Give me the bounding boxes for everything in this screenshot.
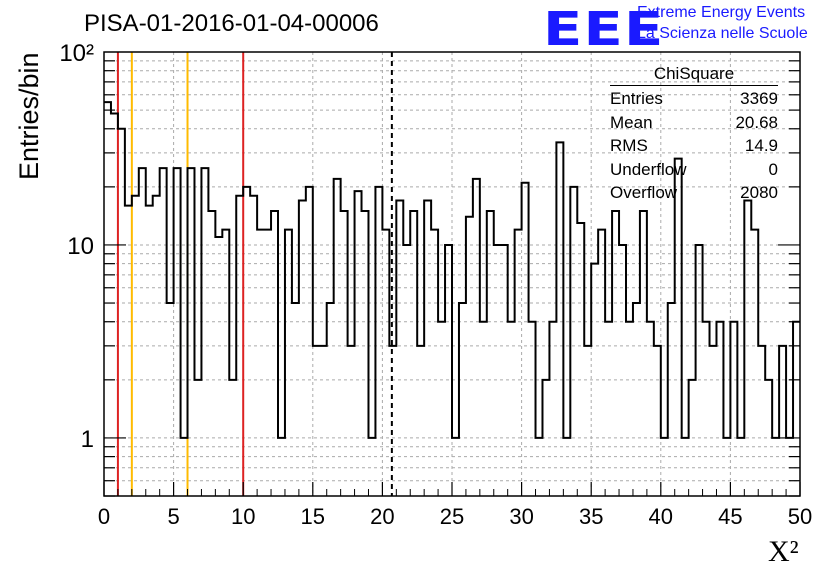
stats-label: RMS [610,136,648,155]
stats-row: Entries 3369 [610,89,778,113]
axis-ticks [103,60,801,497]
stats-value: 2080 [740,183,778,202]
x-tick-label: 50 [788,504,812,529]
x-tick-label: 45 [718,504,742,529]
x-tick-label: 30 [509,504,533,529]
x-axis-label: X² [768,535,799,568]
x-tick-label: 35 [579,504,603,529]
stats-row: Underflow 0 [610,160,778,184]
stats-label: Overflow [610,183,678,202]
tick-labels: 0 5 10 15 20 25 30 35 40 45 50 1 10 10² [59,40,812,529]
stats-row: Mean 20.68 [610,113,778,137]
stats-label: Mean [610,112,653,132]
stats-title: ChiSquare [610,64,778,86]
eee-logo: EEE [543,2,665,56]
x-tick-label: 40 [649,504,673,529]
logo-line1: Extreme Energy Events [637,4,806,21]
stats-box: ChiSquare Entries 3369 Mean 20.68 RMS 14.9 … [610,64,778,207]
histogram-series [104,101,800,439]
stats-value: 14.9 [744,136,778,155]
x-tick-label: 0 [98,504,110,529]
x-tick-label: 15 [301,504,325,529]
y-axis-label: Entries/bin [14,52,44,180]
y-tick-label: 1 [81,426,94,453]
stats-label: Underflow [610,159,687,179]
x-tick-label: 20 [370,504,394,529]
logo-line2: La Scienza nelle Scuole [637,25,808,42]
stats-value: 20.68 [735,112,778,132]
reference-lines [116,52,393,496]
y-tick-label: 10 [67,233,94,260]
chart-title: PISA-01-2016-01-04-00006 [84,10,379,37]
stats-value: 0 [768,159,778,179]
stats-label: Entries [610,89,663,108]
x-tick-label: 5 [167,504,179,529]
x-tick-label: 25 [440,504,464,529]
x-tick-label: 10 [231,504,255,529]
stats-value: 3369 [740,89,778,108]
stats-row: Overflow 2080 [610,183,778,207]
stats-row: RMS 14.9 [610,136,778,160]
y-tick-label: 10² [59,40,94,67]
